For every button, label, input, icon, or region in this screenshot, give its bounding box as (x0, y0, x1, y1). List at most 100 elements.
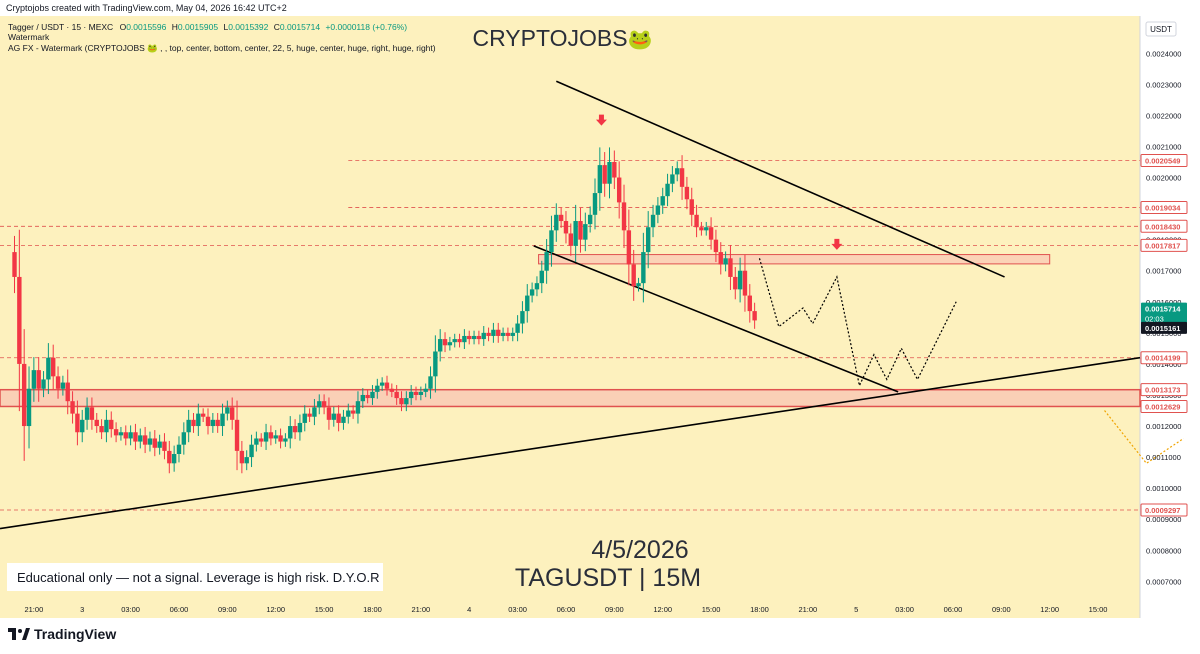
candle-body[interactable] (554, 214, 559, 231)
candle-body[interactable] (437, 339, 443, 352)
candle-body[interactable] (350, 410, 356, 414)
candle-body[interactable] (147, 438, 153, 445)
candle-body[interactable] (544, 252, 549, 271)
candle-body[interactable] (679, 168, 685, 187)
candle-body[interactable] (346, 410, 351, 417)
candle-body[interactable] (578, 221, 583, 240)
currency-button[interactable] (1145, 21, 1177, 37)
upper-channel-line[interactable] (555, 80, 1005, 278)
candle-body[interactable] (433, 351, 438, 377)
candle-body[interactable] (70, 401, 75, 414)
candle-body[interactable] (583, 224, 588, 240)
candle-body[interactable] (529, 289, 535, 296)
candle-body[interactable] (259, 438, 264, 442)
candle-body[interactable] (317, 401, 322, 408)
candle-body[interactable] (21, 363, 27, 427)
candle-body[interactable] (355, 401, 361, 414)
candle-body[interactable] (568, 233, 574, 246)
candle-body[interactable] (752, 311, 757, 321)
candle-body[interactable] (621, 202, 627, 231)
candle-body[interactable] (689, 199, 694, 215)
candle-body[interactable] (670, 174, 675, 184)
candle-body[interactable] (365, 394, 370, 399)
candle-body[interactable] (200, 413, 206, 417)
candle-body[interactable] (616, 177, 622, 203)
candle-body[interactable] (418, 391, 424, 395)
candle-body[interactable] (31, 370, 37, 389)
candle-body[interactable] (597, 165, 603, 194)
candle-body[interactable] (360, 394, 366, 402)
time-axis[interactable] (0, 600, 1140, 618)
candle-body[interactable] (747, 295, 752, 312)
candle-body[interactable] (138, 435, 143, 442)
candle-body[interactable] (118, 432, 124, 436)
candle-body[interactable] (384, 382, 390, 389)
candle-body[interactable] (268, 432, 274, 439)
candle-body[interactable] (196, 413, 201, 427)
candle-body[interactable] (525, 295, 530, 312)
candle-body[interactable] (273, 435, 278, 439)
candle-body[interactable] (60, 382, 66, 389)
candle-body[interactable] (471, 335, 477, 340)
candle-body[interactable] (602, 165, 607, 184)
candle-body[interactable] (176, 444, 182, 454)
candle-body[interactable] (399, 398, 404, 405)
candle-body[interactable] (573, 221, 578, 246)
candle-body[interactable] (631, 264, 636, 287)
candle-body[interactable] (641, 252, 646, 284)
candle-body[interactable] (737, 270, 743, 290)
candle-body[interactable] (109, 419, 114, 430)
candle-body[interactable] (534, 283, 540, 290)
candle-body[interactable] (500, 332, 506, 336)
candle-body[interactable] (36, 370, 41, 389)
candle-body[interactable] (94, 419, 99, 427)
candle-body[interactable] (505, 332, 511, 336)
candle-body[interactable] (592, 193, 598, 215)
projected-path-secondary[interactable] (1104, 410, 1184, 465)
candle-body[interactable] (457, 339, 462, 343)
candle-body[interactable] (229, 407, 235, 420)
candle-body[interactable] (302, 413, 307, 423)
candle-body[interactable] (684, 186, 690, 200)
candle-body[interactable] (113, 429, 119, 436)
candle-body[interactable] (84, 407, 90, 420)
candle-body[interactable] (254, 438, 259, 445)
candle-body[interactable] (152, 438, 157, 448)
resistance-zone[interactable] (538, 254, 1051, 265)
candle-body[interactable] (694, 214, 699, 228)
ascending-trendline[interactable] (0, 356, 1141, 530)
candle-body[interactable] (99, 426, 104, 433)
candle-body[interactable] (191, 419, 196, 427)
candle-body[interactable] (481, 332, 486, 340)
candle-body[interactable] (413, 391, 419, 395)
candle-body[interactable] (375, 385, 380, 392)
candle-body[interactable] (587, 214, 593, 225)
candle-body[interactable] (249, 444, 254, 458)
price-chart[interactable]: Tagger / USDT · 15 · MEXC O0.0015596 H0.… (0, 16, 1200, 618)
candle-body[interactable] (549, 230, 554, 253)
candle-body[interactable] (496, 329, 501, 336)
candle-body[interactable] (665, 183, 670, 197)
candle-body[interactable] (283, 438, 288, 442)
candle-body[interactable] (55, 376, 61, 389)
candle-body[interactable] (157, 441, 162, 448)
candle-body[interactable] (234, 419, 240, 451)
candle-body[interactable] (558, 214, 564, 222)
candle-body[interactable] (65, 382, 70, 402)
candle-body[interactable] (708, 227, 714, 240)
candle-body[interactable] (12, 252, 17, 277)
candle-body[interactable] (215, 419, 220, 427)
candle-body[interactable] (292, 426, 298, 433)
candle-body[interactable] (650, 214, 656, 228)
candle-body[interactable] (733, 276, 738, 290)
candle-body[interactable] (636, 283, 641, 287)
candle-body[interactable] (26, 388, 32, 427)
candle-body[interactable] (713, 239, 719, 253)
support-zone[interactable] (0, 388, 1141, 408)
candle-body[interactable] (704, 227, 709, 231)
candle-body[interactable] (491, 329, 496, 336)
candle-body[interactable] (142, 435, 148, 445)
candle-body[interactable] (288, 426, 293, 439)
candle-body[interactable] (447, 342, 453, 346)
candle-body[interactable] (89, 407, 95, 420)
